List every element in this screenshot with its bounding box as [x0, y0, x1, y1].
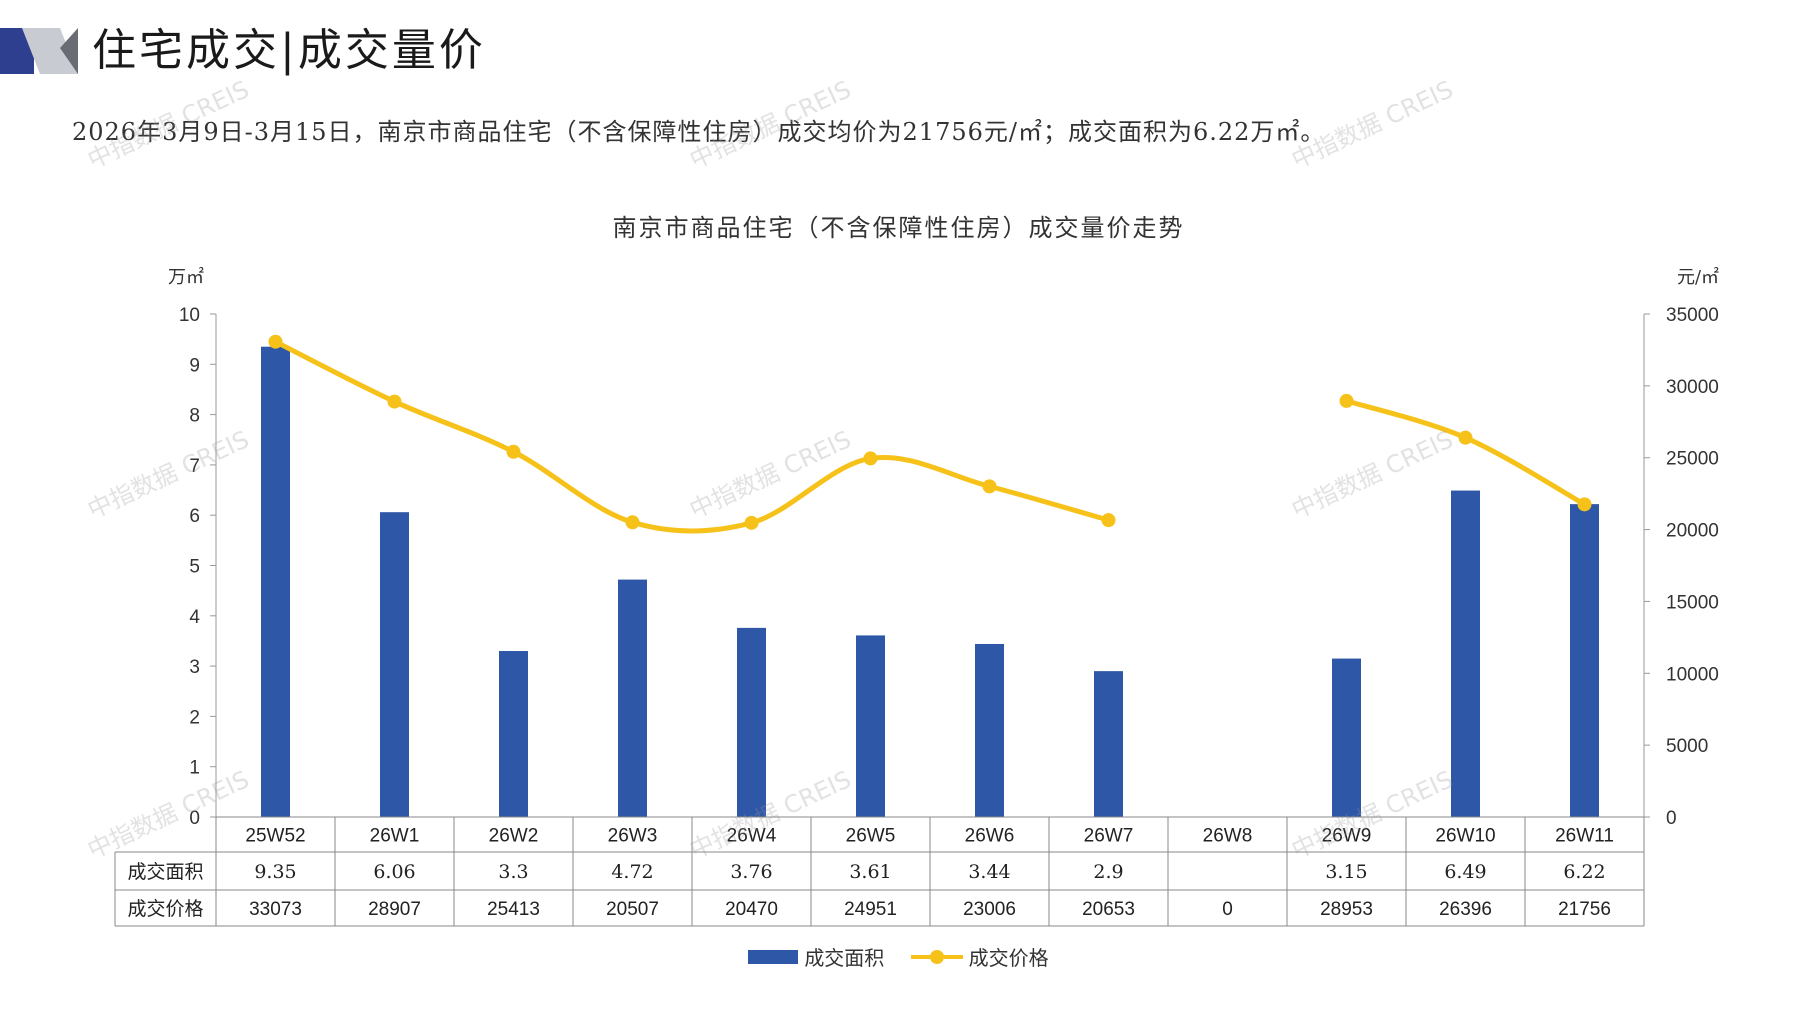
price-value-26W9: 28953 — [1320, 899, 1373, 920]
price-point-26W4 — [744, 515, 759, 530]
price-value-26W10: 26396 — [1439, 899, 1492, 920]
y-left-tick-label: 10 — [179, 305, 200, 326]
y-right-tick-label: 35000 — [1666, 305, 1719, 326]
price-value-26W3: 20507 — [606, 899, 659, 920]
price-point-26W6 — [982, 479, 997, 494]
area-value-26W7: 2.9 — [1093, 861, 1123, 883]
category-label-26W11: 26W11 — [1555, 826, 1614, 847]
price-point-26W10 — [1458, 430, 1473, 445]
y-left-tick-label: 8 — [189, 406, 200, 427]
area-value-26W5: 3.61 — [849, 861, 891, 883]
bar-26W6 — [975, 643, 1004, 817]
y-left-tick-label: 4 — [189, 607, 200, 628]
y-left-tick-label: 5 — [189, 557, 200, 578]
y-left-tick-label: 0 — [189, 808, 200, 829]
price-point-25W52 — [268, 334, 283, 349]
category-label-26W4: 26W4 — [727, 826, 777, 847]
bar-26W1 — [380, 512, 409, 817]
area-value-26W11: 6.22 — [1563, 861, 1605, 883]
price-point-26W2 — [506, 444, 521, 459]
chart-title: 南京市商品住宅（不含保障性住房）成交量价走势 — [612, 214, 1185, 242]
bar-26W3 — [618, 579, 647, 817]
legend-label-price: 成交价格 — [968, 946, 1049, 970]
category-label-26W2: 26W2 — [489, 826, 539, 847]
page-title: 住宅成交|成交量价 — [92, 25, 486, 76]
bar-26W7 — [1094, 671, 1123, 817]
legend-swatch-bar — [748, 949, 799, 964]
price-value-26W2: 25413 — [487, 899, 540, 920]
y-left-tick-label: 1 — [189, 758, 200, 779]
y-left-tick-label: 7 — [189, 456, 200, 477]
area-value-26W1: 6.06 — [373, 861, 415, 883]
bar-25W52 — [261, 346, 290, 817]
bar-26W5 — [856, 635, 885, 817]
legend-item-area: 成交面积 — [748, 942, 884, 971]
y-right-tick-label: 20000 — [1666, 521, 1719, 542]
y-left-unit-label: 万㎡ — [168, 266, 204, 288]
area-value-25W52: 9.35 — [254, 861, 296, 883]
legend-item-price: 成交价格 — [910, 942, 1049, 971]
y-left-tick-label: 9 — [189, 355, 200, 376]
category-label-26W5: 26W5 — [846, 826, 896, 847]
category-label-26W1: 26W1 — [370, 826, 420, 847]
category-label-25W52: 25W52 — [245, 826, 305, 847]
y-right-tick-label: 25000 — [1666, 449, 1719, 470]
area-value-26W6: 3.44 — [968, 861, 1010, 883]
price-value-26W8: 0 — [1222, 899, 1233, 920]
category-label-26W8: 26W8 — [1203, 826, 1253, 847]
price-point-26W5 — [863, 451, 878, 466]
bar-26W9 — [1332, 658, 1361, 817]
price-value-25W52: 33073 — [249, 899, 302, 920]
legend-swatch-line — [910, 949, 963, 964]
legend-label-area: 成交面积 — [804, 946, 885, 970]
area-value-26W3: 4.72 — [611, 861, 653, 883]
table-row-header-price: 成交价格 — [127, 898, 203, 920]
area-value-26W9: 3.15 — [1325, 861, 1367, 883]
area-value-26W2: 3.3 — [498, 861, 528, 883]
category-label-26W9: 26W9 — [1322, 826, 1372, 847]
category-label-26W7: 26W7 — [1084, 826, 1134, 847]
logo-mark — [0, 28, 78, 74]
price-value-26W11: 21756 — [1558, 899, 1611, 920]
table-row-header-area: 成交面积 — [127, 861, 203, 883]
y-left-tick-label: 3 — [189, 657, 200, 678]
y-right-tick-label: 30000 — [1666, 377, 1719, 398]
bar-26W10 — [1451, 490, 1480, 817]
y-right-tick-label: 15000 — [1666, 592, 1719, 613]
chart-legend: 成交面积 成交价格 — [0, 942, 1797, 971]
bar-26W4 — [737, 627, 766, 817]
area-value-26W4: 3.76 — [730, 861, 772, 883]
price-line-segment-1 — [273, 339, 1111, 534]
price-point-26W1 — [387, 394, 402, 409]
y-right-unit-label: 元/㎡ — [1677, 266, 1719, 288]
price-value-26W5: 24951 — [844, 899, 897, 920]
y-left-tick-label: 2 — [189, 707, 200, 728]
price-value-26W1: 28907 — [368, 899, 421, 920]
price-line-segment-2 — [1344, 398, 1587, 507]
y-right-tick-label: 10000 — [1666, 664, 1719, 685]
summary-text: 2026年3月9日-3月15日，南京市商品住宅（不含保障性住房）成交均价为217… — [72, 118, 1326, 146]
bar-26W2 — [499, 651, 528, 817]
price-point-26W3 — [625, 515, 640, 530]
price-point-26W11 — [1577, 497, 1592, 512]
price-value-26W4: 20470 — [725, 899, 778, 920]
y-right-tick-label: 5000 — [1666, 736, 1708, 757]
price-point-26W9 — [1339, 393, 1354, 408]
area-value-26W10: 6.49 — [1444, 861, 1486, 883]
y-left-tick-label: 6 — [189, 506, 200, 527]
price-value-26W6: 23006 — [963, 899, 1016, 920]
y-right-tick-label: 0 — [1666, 808, 1677, 829]
bar-26W11 — [1570, 504, 1599, 817]
category-label-26W6: 26W6 — [965, 826, 1015, 847]
category-label-26W10: 26W10 — [1435, 826, 1495, 847]
price-point-26W7 — [1101, 513, 1116, 528]
category-label-26W3: 26W3 — [608, 826, 658, 847]
price-value-26W7: 20653 — [1082, 899, 1135, 920]
